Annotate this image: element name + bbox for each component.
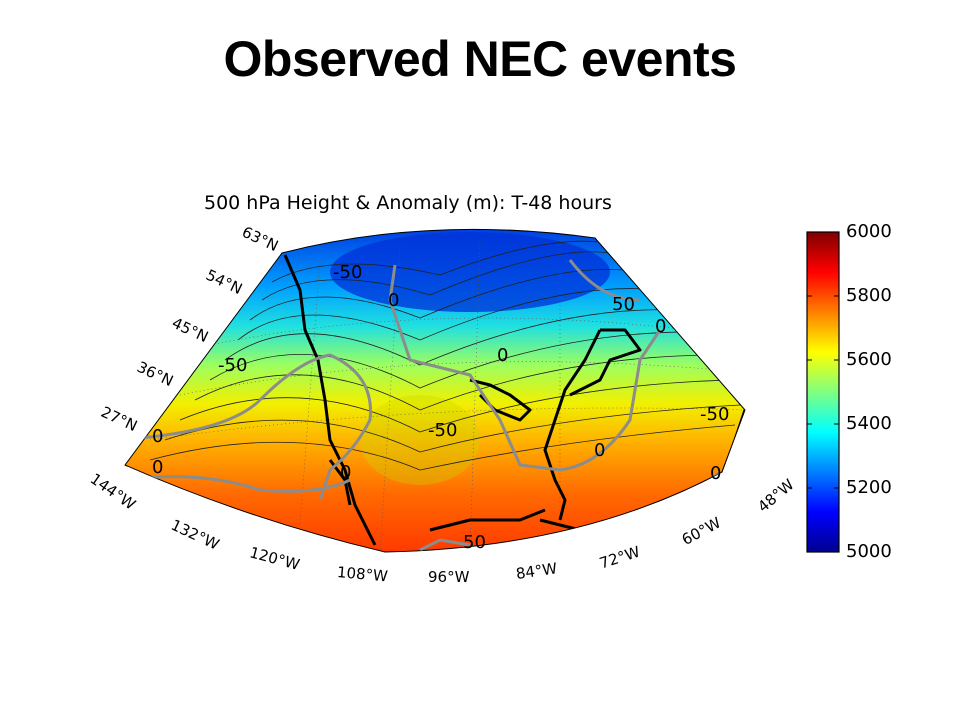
slide-title: Observed NEC events bbox=[223, 31, 737, 87]
anomaly-label: 0 bbox=[152, 426, 164, 447]
map-sector bbox=[124, 228, 746, 553]
anomaly-label: 0 bbox=[388, 290, 400, 311]
colorbar bbox=[806, 231, 840, 553]
height-contours bbox=[149, 240, 741, 471]
colorbar-tick-label: 5000 bbox=[846, 541, 892, 562]
colorbar-tick-label: 5400 bbox=[846, 413, 892, 434]
anomaly-label: 50 bbox=[612, 294, 635, 315]
colorbar-tick-label: 5200 bbox=[846, 477, 892, 498]
colorbar-tick-label: 6000 bbox=[846, 221, 892, 242]
anomaly-label: -50 bbox=[428, 420, 458, 441]
anomaly-label: -50 bbox=[333, 262, 363, 283]
anomaly-label: -50 bbox=[700, 404, 730, 425]
anomaly-label: 0 bbox=[710, 463, 722, 484]
anomaly-label: 0 bbox=[340, 462, 352, 483]
anomaly-label: 0 bbox=[594, 440, 606, 461]
lon-label-96: 96°W bbox=[428, 568, 470, 586]
anomaly-label: 50 bbox=[463, 532, 486, 553]
anomaly-label: 0 bbox=[655, 316, 667, 337]
map-title: 500 hPa Height & Anomaly (m): T-48 hours bbox=[204, 192, 612, 214]
anomaly-label: 0 bbox=[152, 457, 164, 478]
anomaly-label: 0 bbox=[497, 345, 509, 366]
graticule bbox=[149, 239, 745, 552]
anomaly-label: -50 bbox=[218, 355, 248, 376]
colorbar-tick-label: 5800 bbox=[846, 285, 892, 306]
colorbar-tick-label: 5600 bbox=[846, 349, 892, 370]
